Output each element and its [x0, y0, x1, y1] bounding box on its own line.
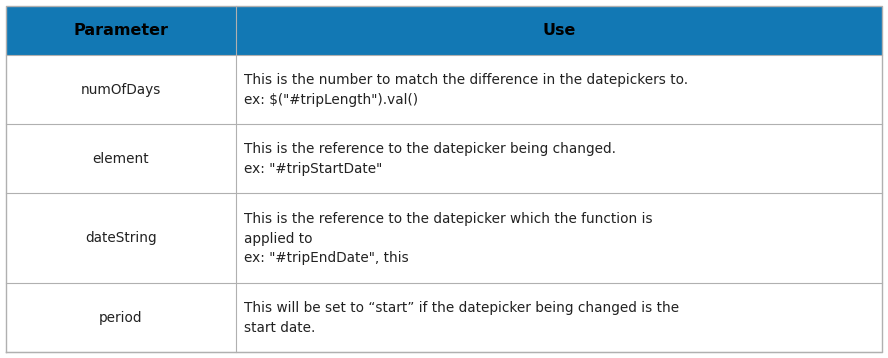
Text: ex: "#tripStartDate": ex: "#tripStartDate" [243, 162, 382, 176]
Text: ex: "#tripEndDate", this: ex: "#tripEndDate", this [243, 251, 408, 266]
Text: applied to: applied to [243, 232, 312, 246]
Bar [6, 124, 882, 193]
Text: ex: $("#tripLength").val(): ex: $("#tripLength").val() [243, 93, 417, 107]
Text: This will be set to “start” if the datepicker being changed is the: This will be set to “start” if the datep… [243, 301, 678, 315]
Text: dateString: dateString [85, 231, 156, 245]
Bar [6, 6, 882, 55]
Text: This is the reference to the datepicker which the function is: This is the reference to the datepicker … [243, 212, 652, 226]
Text: Use: Use [542, 23, 575, 38]
Text: element: element [92, 151, 149, 166]
Bar [6, 283, 882, 352]
Text: start date.: start date. [243, 321, 315, 335]
Text: period: period [99, 311, 142, 325]
Bar [6, 55, 882, 124]
Text: Parameter: Parameter [73, 23, 168, 38]
Text: This is the reference to the datepicker being changed.: This is the reference to the datepicker … [243, 142, 615, 156]
Bar [6, 193, 882, 283]
Text: numOfDays: numOfDays [81, 83, 161, 97]
Text: This is the number to match the difference in the datepickers to.: This is the number to match the differen… [243, 73, 687, 87]
